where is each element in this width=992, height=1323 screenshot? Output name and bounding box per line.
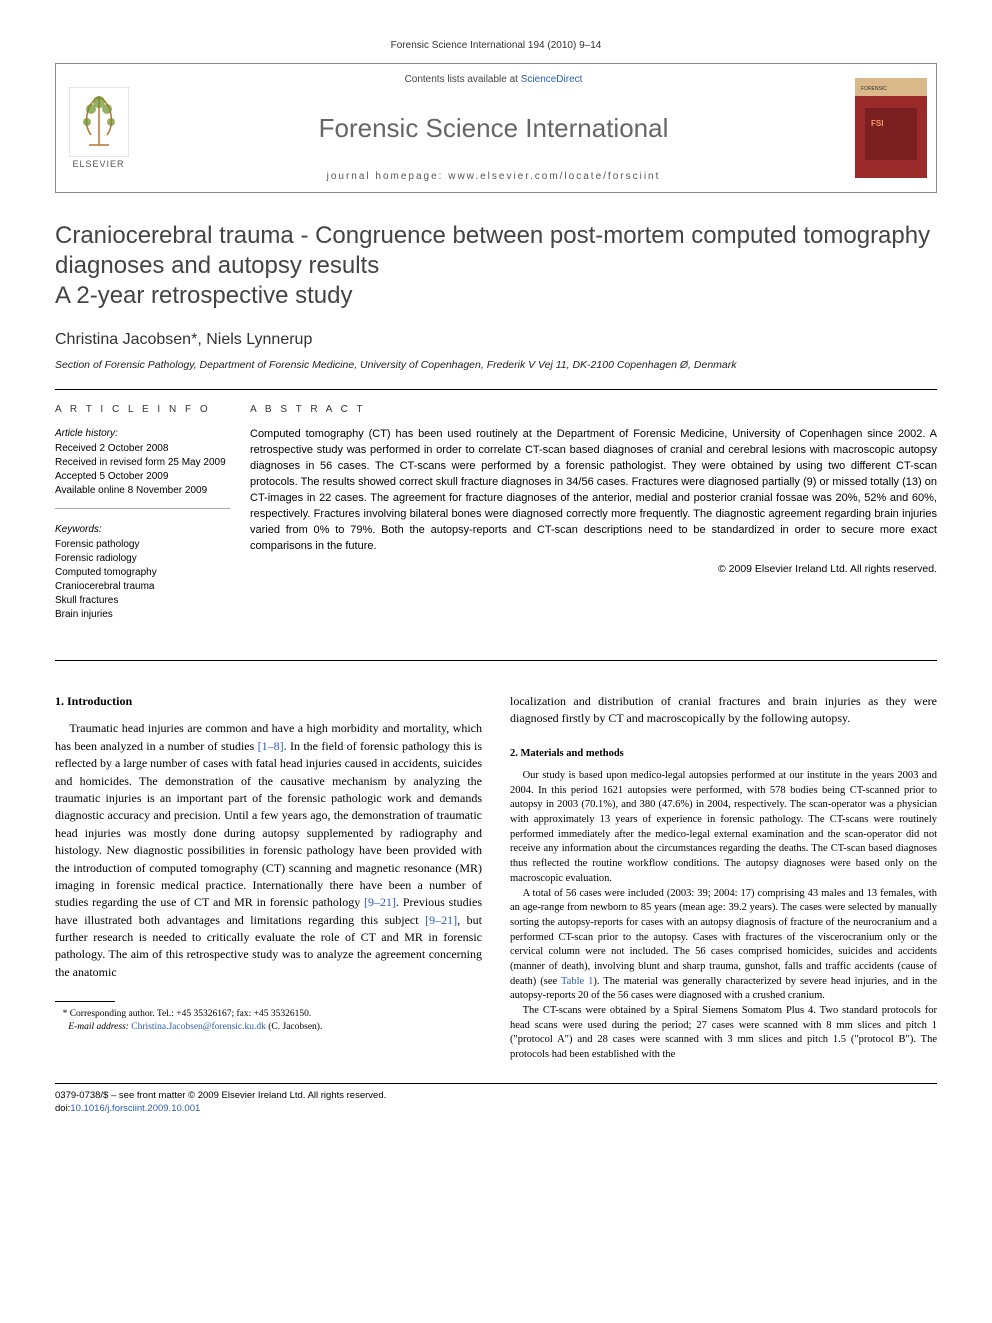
contents-line: Contents lists available at ScienceDirec… <box>405 74 583 85</box>
journal-name: Forensic Science International <box>319 113 669 144</box>
svg-text:FORENSIC: FORENSIC <box>861 86 887 92</box>
author-sep: , <box>197 331 206 348</box>
email-link[interactable]: Christina.Jacobsen@forensic.ku.dk <box>131 1022 266 1032</box>
keyword: Brain injuries <box>55 608 230 622</box>
keywords-block: Keywords: Forensic pathology Forensic ra… <box>55 523 230 632</box>
keyword: Computed tomography <box>55 566 230 580</box>
abstract-heading: A B S T R A C T <box>250 404 937 415</box>
email-footnote: E-mail address: Christina.Jacobsen@foren… <box>55 1021 482 1034</box>
sciencedirect-link[interactable]: ScienceDirect <box>521 74 583 85</box>
section-2-heading: 2. Materials and methods <box>510 746 937 761</box>
history-label: Article history: <box>55 427 230 441</box>
elsevier-logo-box: ELSEVIER <box>56 64 141 192</box>
accepted-date: Accepted 5 October 2009 <box>55 470 230 484</box>
author-link-2[interactable]: Niels Lynnerup <box>206 331 312 348</box>
email-suffix: (C. Jacobsen). <box>266 1022 322 1032</box>
contents-prefix: Contents lists available at <box>405 74 521 85</box>
article-info-heading: A R T I C L E I N F O <box>55 404 230 415</box>
affiliation: Section of Forensic Pathology, Departmen… <box>55 359 937 371</box>
authors-line: Christina Jacobsen*, Niels Lynnerup <box>55 331 937 349</box>
homepage-line: journal homepage: www.elsevier.com/locat… <box>327 171 661 182</box>
svg-text:FSI: FSI <box>871 119 883 128</box>
online-date: Available online 8 November 2009 <box>55 484 230 498</box>
author-link-1[interactable]: Christina Jacobsen <box>55 331 191 348</box>
footnote-separator <box>55 1001 115 1002</box>
homepage-prefix: journal homepage: <box>327 171 449 182</box>
homepage-url[interactable]: www.elsevier.com/locate/forsciint <box>448 171 660 182</box>
footer-rule <box>55 1083 937 1084</box>
doi-line: doi:10.1016/j.forsciint.2009.10.001 <box>55 1103 937 1116</box>
article-info-col: A R T I C L E I N F O Article history: R… <box>55 404 250 646</box>
methods-para-1: Our study is based upon medico-legal aut… <box>510 769 937 887</box>
abstract-col: A B S T R A C T Computed tomography (CT)… <box>250 404 937 646</box>
corresponding-footnote: * Corresponding author. Tel.: +45 353261… <box>55 1008 482 1021</box>
doi-link[interactable]: 10.1016/j.forsciint.2009.10.001 <box>70 1103 200 1114</box>
citation-link[interactable]: [1–8] <box>258 739 284 753</box>
bottom-meta: 0379-0738/$ – see front matter © 2009 El… <box>55 1090 937 1116</box>
history-block: Article history: Received 2 October 2008… <box>55 427 230 509</box>
doi-prefix: doi: <box>55 1103 70 1114</box>
elsevier-label: ELSEVIER <box>72 159 124 169</box>
abstract-copyright: © 2009 Elsevier Ireland Ltd. All rights … <box>250 563 937 575</box>
text-run: . In the field of forensic pathology thi… <box>55 739 482 910</box>
revised-date: Received in revised form 25 May 2009 <box>55 456 230 470</box>
methods-para-3: The CT-scans were obtained by a Spiral S… <box>510 1004 937 1063</box>
title-line2: A 2-year retrospective study <box>55 282 352 309</box>
intro-para-2: localization and distribution of cranial… <box>510 693 937 728</box>
left-column: 1. Introduction Traumatic head injuries … <box>55 693 482 1063</box>
citation-link[interactable]: [9–21] <box>425 913 457 927</box>
table-link[interactable]: Table 1 <box>561 976 593 987</box>
keywords-label: Keywords: <box>55 523 230 537</box>
received-date: Received 2 October 2008 <box>55 442 230 456</box>
keyword: Skull fractures <box>55 594 230 608</box>
email-label: E-mail address: <box>68 1022 131 1032</box>
keyword: Forensic pathology <box>55 538 230 552</box>
section-1-heading: 1. Introduction <box>55 693 482 710</box>
cover-icon: FORENSIC FSI <box>855 78 927 178</box>
journal-header-box: ELSEVIER Contents lists available at Sci… <box>55 63 937 193</box>
journal-cover-thumb: FORENSIC FSI <box>846 64 936 192</box>
keyword: Forensic radiology <box>55 552 230 566</box>
elsevier-tree-icon <box>69 87 129 157</box>
citation-link[interactable]: [9–21] <box>364 895 396 909</box>
journal-header: Forensic Science International 194 (2010… <box>55 40 937 51</box>
intro-para-1: Traumatic head injuries are common and h… <box>55 720 482 981</box>
keyword: Craniocerebral trauma <box>55 580 230 594</box>
title-line1: Craniocerebral trauma - Congruence betwe… <box>55 222 930 279</box>
front-matter-line: 0379-0738/$ – see front matter © 2009 El… <box>55 1090 937 1103</box>
methods-para-2: A total of 56 cases were included (2003:… <box>510 887 937 1005</box>
abstract-text: Computed tomography (CT) has been used r… <box>250 427 937 555</box>
article-title: Craniocerebral trauma - Congruence betwe… <box>55 221 937 311</box>
text-run: A total of 56 cases were included (2003:… <box>510 888 937 987</box>
right-column: localization and distribution of cranial… <box>510 693 937 1063</box>
